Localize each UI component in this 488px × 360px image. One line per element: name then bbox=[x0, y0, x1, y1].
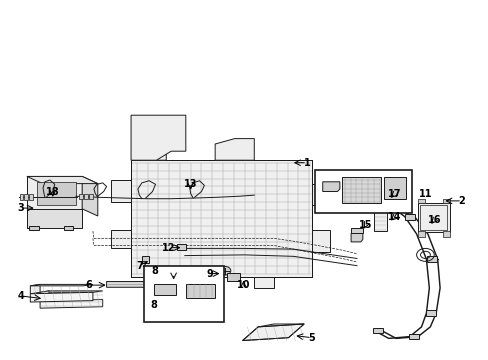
Polygon shape bbox=[258, 324, 304, 327]
Polygon shape bbox=[30, 292, 93, 302]
Bar bbox=[89, 194, 93, 199]
Bar bbox=[417, 231, 425, 237]
Bar bbox=[177, 244, 185, 250]
Bar bbox=[408, 334, 418, 339]
Text: 8: 8 bbox=[151, 266, 158, 276]
Polygon shape bbox=[30, 284, 93, 286]
Polygon shape bbox=[215, 139, 254, 160]
Polygon shape bbox=[131, 115, 185, 160]
Bar bbox=[24, 194, 28, 200]
Bar bbox=[442, 199, 449, 203]
Polygon shape bbox=[82, 176, 98, 216]
Polygon shape bbox=[27, 209, 82, 228]
Bar bbox=[372, 328, 382, 333]
Text: 10: 10 bbox=[236, 280, 250, 290]
Bar bbox=[375, 200, 399, 210]
Bar bbox=[79, 194, 83, 199]
Bar bbox=[404, 214, 414, 220]
Bar bbox=[154, 284, 176, 295]
Bar bbox=[185, 284, 215, 298]
Bar bbox=[383, 177, 405, 199]
Text: 18: 18 bbox=[46, 186, 60, 197]
Bar bbox=[417, 203, 449, 232]
Text: 5: 5 bbox=[308, 333, 315, 343]
Circle shape bbox=[219, 266, 230, 275]
Text: 16: 16 bbox=[427, 215, 440, 225]
Bar bbox=[227, 273, 239, 281]
Text: 17: 17 bbox=[387, 189, 401, 199]
Text: 4: 4 bbox=[17, 291, 24, 301]
Polygon shape bbox=[40, 291, 49, 301]
Polygon shape bbox=[161, 277, 185, 288]
Text: 9: 9 bbox=[206, 269, 213, 279]
Text: 14: 14 bbox=[387, 212, 401, 222]
Polygon shape bbox=[142, 137, 166, 160]
Polygon shape bbox=[254, 277, 273, 288]
Polygon shape bbox=[37, 182, 76, 205]
Bar bbox=[29, 226, 39, 230]
Polygon shape bbox=[40, 300, 102, 308]
Bar bbox=[373, 212, 386, 231]
Polygon shape bbox=[30, 284, 40, 294]
Text: 8: 8 bbox=[150, 300, 157, 310]
Polygon shape bbox=[40, 291, 102, 292]
Polygon shape bbox=[311, 230, 329, 252]
Bar bbox=[84, 194, 88, 199]
Bar bbox=[373, 199, 400, 211]
Bar bbox=[342, 177, 381, 203]
Bar bbox=[427, 256, 436, 262]
Text: 1: 1 bbox=[303, 158, 310, 168]
Polygon shape bbox=[27, 176, 82, 209]
Text: 6: 6 bbox=[85, 280, 92, 290]
Bar bbox=[29, 194, 33, 200]
Text: 12: 12 bbox=[162, 243, 175, 253]
Text: 3: 3 bbox=[17, 203, 24, 213]
Polygon shape bbox=[111, 230, 131, 248]
Bar bbox=[144, 266, 224, 322]
Bar bbox=[142, 256, 149, 263]
Bar bbox=[417, 199, 425, 203]
Text: 11: 11 bbox=[418, 189, 431, 199]
Bar bbox=[442, 231, 449, 237]
Polygon shape bbox=[242, 324, 304, 341]
Polygon shape bbox=[311, 184, 329, 205]
Text: 13: 13 bbox=[183, 179, 197, 189]
Bar bbox=[315, 170, 411, 213]
Polygon shape bbox=[106, 282, 219, 287]
Bar bbox=[63, 226, 73, 230]
Polygon shape bbox=[111, 180, 131, 202]
Bar bbox=[350, 228, 362, 233]
Bar bbox=[426, 310, 435, 316]
Polygon shape bbox=[27, 176, 98, 184]
Bar bbox=[419, 205, 447, 230]
Polygon shape bbox=[131, 160, 311, 277]
Polygon shape bbox=[322, 182, 339, 192]
Polygon shape bbox=[350, 233, 362, 242]
Text: 2: 2 bbox=[458, 196, 465, 206]
Bar bbox=[20, 194, 23, 200]
Text: 15: 15 bbox=[358, 220, 372, 230]
Text: 7: 7 bbox=[136, 261, 142, 271]
